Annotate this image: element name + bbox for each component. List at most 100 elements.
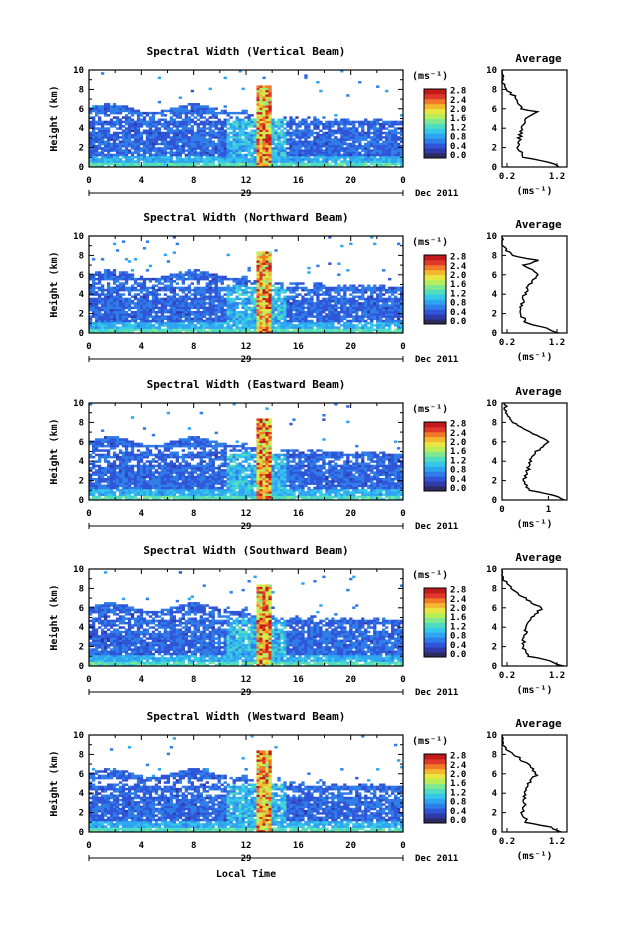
heatmap-cell — [316, 142, 320, 146]
heatmap-cell — [154, 155, 159, 159]
heatmap-cell — [229, 140, 233, 144]
heatmap-cell — [166, 151, 171, 155]
heatmap-cell — [298, 144, 302, 148]
heatmap-cell — [328, 120, 332, 124]
heatmap-cell — [352, 131, 356, 135]
heatmap-cell — [241, 284, 245, 287]
heatmap-cell — [388, 142, 392, 146]
heatmap-cell — [301, 120, 305, 124]
heatmap-cell — [178, 275, 182, 279]
heatmap-cell — [262, 158, 266, 161]
heatmap-cell — [322, 321, 326, 325]
heatmap-cell — [247, 328, 251, 332]
heatmap-cell — [304, 315, 308, 318]
heatmap-cell — [178, 129, 182, 133]
y-tick-label: 4 — [79, 124, 85, 134]
heatmap-cell — [94, 497, 99, 501]
heatmap-cell — [391, 313, 395, 316]
heatmap-cell — [91, 120, 96, 124]
heatmap-cell — [193, 315, 197, 318]
y-tick-label: 10 — [73, 66, 84, 76]
heatmap-cell — [322, 131, 326, 135]
heatmap-cell — [160, 162, 165, 166]
heatmap-cell — [205, 144, 209, 148]
heatmap-cell — [199, 107, 203, 110]
colorbar-tick-label: 0.4 — [450, 142, 467, 152]
heatmap-cell — [256, 286, 260, 290]
heatmap-cell — [274, 162, 278, 166]
heatmap-cell — [340, 147, 344, 150]
heatmap-cell — [373, 315, 377, 318]
heatmap-cell — [271, 306, 275, 310]
heatmap-cell — [172, 293, 177, 296]
heatmap-cell — [115, 291, 120, 294]
heatmap-cell — [256, 266, 260, 270]
heatmap-cell — [328, 293, 332, 296]
heatmap-cell — [139, 118, 144, 121]
heatmap-cell — [250, 133, 254, 137]
heatmap-cell — [343, 147, 347, 150]
heatmap-cell — [268, 262, 272, 265]
heatmap-cell — [382, 120, 386, 124]
heatmap-cell — [325, 131, 329, 135]
heatmap-cell — [256, 306, 260, 310]
heatmap-cell — [274, 142, 278, 146]
heatmap-cell — [247, 299, 251, 303]
heatmap-cell — [274, 317, 278, 321]
heatmap-cell — [295, 308, 299, 312]
heatmap-cell — [265, 87, 269, 91]
heatmap-cell — [91, 131, 96, 135]
heatmap-cell — [322, 155, 326, 159]
heatmap-cell — [349, 304, 353, 307]
heatmap-cell — [259, 253, 263, 257]
heatmap-cell — [280, 118, 284, 121]
heatmap-cell — [139, 140, 144, 144]
heatmap-cell — [214, 310, 218, 314]
heatmap-cell — [139, 158, 144, 161]
heatmap-cell — [367, 164, 371, 168]
heatmap-cell — [217, 120, 221, 124]
heatmap-cell — [109, 120, 114, 124]
heatmap-cell — [199, 297, 203, 301]
profile-y-tick-label: 2 — [492, 310, 497, 320]
heatmap-cell — [313, 310, 317, 314]
heatmap-cell — [376, 144, 380, 148]
heatmap-cell — [358, 120, 362, 124]
heatmap-cell — [130, 127, 135, 130]
heatmap-cell — [385, 302, 389, 305]
heatmap-cell — [193, 295, 197, 299]
heatmap-cell — [89, 299, 93, 303]
heatmap-cell — [349, 122, 353, 126]
heatmap-cell — [106, 286, 111, 290]
heatmap-cell — [133, 280, 138, 283]
heatmap-cell — [400, 313, 404, 316]
heatmap-cell — [349, 284, 353, 287]
heatmap-cell — [94, 447, 99, 450]
heatmap-cell — [259, 284, 263, 287]
profile-y-tick-label: 4 — [492, 124, 498, 134]
heatmap-cell — [151, 162, 156, 166]
heatmap-cell — [388, 131, 392, 135]
heatmap-cell — [190, 136, 194, 139]
heatmap-cell — [379, 144, 383, 148]
panel-title: Spectral Width (Vertical Beam) — [147, 45, 346, 58]
heatmap-cell — [187, 109, 191, 113]
heatmap-cell — [229, 317, 233, 321]
heatmap-cell — [319, 326, 323, 329]
heatmap-cell — [256, 118, 260, 121]
y-tick-label: 0 — [79, 163, 84, 173]
heatmap-cell — [175, 277, 180, 281]
heatmap-cell — [256, 155, 260, 159]
heatmap-cell — [244, 299, 248, 303]
heatmap-cell — [154, 125, 159, 128]
heatmap-cell — [274, 122, 278, 126]
heatmap-cell — [151, 319, 156, 323]
heatmap-cell — [130, 107, 135, 110]
heatmap-cell — [94, 438, 99, 441]
heatmap-cell — [91, 449, 96, 452]
heatmap-cell — [223, 288, 227, 292]
heatmap-cell — [361, 293, 365, 296]
heatmap-cell — [289, 321, 293, 325]
heatmap-cell — [316, 160, 320, 163]
heatmap-cell — [355, 133, 359, 137]
